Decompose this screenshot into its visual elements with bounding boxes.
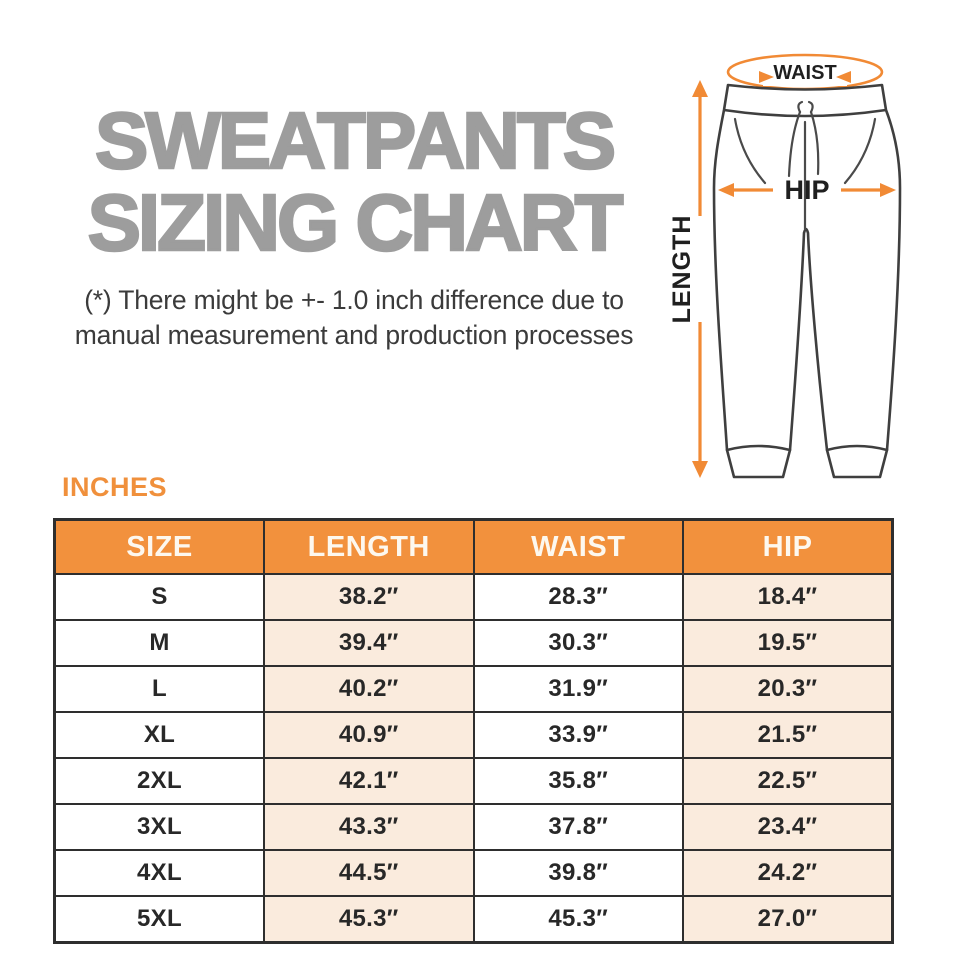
table-header-row: SIZE LENGTH WAIST HIP <box>53 518 894 575</box>
table-row: 3XL 43.3″ 37.8″ 23.4″ <box>53 803 894 851</box>
cell-size: XL <box>53 711 265 759</box>
cell-size: 3XL <box>53 803 265 851</box>
cell-length: 45.3″ <box>263 895 475 944</box>
table-row: XL 40.9″ 33.9″ 21.5″ <box>53 711 894 759</box>
drawstring-left <box>787 110 802 178</box>
cell-hip: 20.3″ <box>682 665 894 713</box>
sizing-table: SIZE LENGTH WAIST HIP S 38.2″ 28.3″ 18.4… <box>53 518 894 944</box>
sweatpants-measurement-diagram: WAIST HIP LENGTH <box>660 26 938 496</box>
cell-hip: 21.5″ <box>682 711 894 759</box>
table-row: 5XL 45.3″ 45.3″ 27.0″ <box>53 895 894 944</box>
cell-hip: 19.5″ <box>682 619 894 667</box>
units-label: INCHES <box>62 472 168 502</box>
cell-waist: 39.8″ <box>472 849 684 897</box>
cell-size: L <box>53 665 265 713</box>
table-row: M 39.4″ 30.3″ 19.5″ <box>53 619 894 667</box>
cell-length: 43.3″ <box>263 803 475 851</box>
cell-waist: 30.3″ <box>472 619 684 667</box>
hero-section: SWEATPANTS SIZING CHART (*) There might … <box>0 96 708 353</box>
table-row: 4XL 44.5″ 39.8″ 24.2″ <box>53 849 894 897</box>
header-size: SIZE <box>53 518 265 575</box>
cell-length: 40.9″ <box>263 711 475 759</box>
cell-length: 40.2″ <box>263 665 475 713</box>
cell-hip: 27.0″ <box>682 895 894 944</box>
cell-waist: 37.8″ <box>472 803 684 851</box>
waist-label: WAIST <box>773 62 836 84</box>
page-title: SWEATPANTS SIZING CHART <box>0 96 708 268</box>
hip-arrow <box>718 183 896 197</box>
length-label: LENGTH <box>668 215 696 324</box>
drawstring-right <box>809 110 820 176</box>
page-title-line1: SWEATPANTS <box>94 96 618 185</box>
cell-length: 44.5″ <box>263 849 475 897</box>
cell-waist: 45.3″ <box>472 895 684 944</box>
disclaimer-text: (*) There might be +- 1.0 inch differenc… <box>0 283 708 353</box>
disclaimer-line1: (*) There might be +- 1.0 inch differenc… <box>84 284 624 315</box>
header-length: LENGTH <box>263 518 475 575</box>
right-pocket-seam <box>843 117 877 185</box>
cell-hip: 22.5″ <box>682 757 894 805</box>
cell-hip: 24.2″ <box>682 849 894 897</box>
header-waist: WAIST <box>472 518 684 575</box>
cell-waist: 31.9″ <box>472 665 684 713</box>
header-hip: HIP <box>682 518 894 575</box>
drawstring-loop-left <box>797 100 804 114</box>
cell-size: 5XL <box>53 895 265 944</box>
cell-length: 38.2″ <box>263 573 475 621</box>
cell-hip: 23.4″ <box>682 803 894 851</box>
cell-size: S <box>53 573 265 621</box>
cell-waist: 28.3″ <box>472 573 684 621</box>
pants-details <box>733 100 877 231</box>
table-row: 2XL 42.1″ 35.8″ 22.5″ <box>53 757 894 805</box>
cell-size: 2XL <box>53 757 265 805</box>
cell-length: 39.4″ <box>263 619 475 667</box>
cell-hip: 18.4″ <box>682 573 894 621</box>
cell-length: 42.1″ <box>263 757 475 805</box>
sweatpants-diagram-svg: WAIST HIP LENGTH <box>668 53 902 479</box>
cell-waist: 33.9″ <box>472 711 684 759</box>
page-title-line2: SIZING CHART <box>86 178 624 268</box>
length-arrow <box>692 80 708 478</box>
table-row: L 40.2″ 31.9″ 20.3″ <box>53 665 894 713</box>
hip-label: HIP <box>784 175 829 205</box>
disclaimer-line2: manual measurement and production proces… <box>74 319 634 350</box>
table-row: S 38.2″ 28.3″ 18.4″ <box>53 573 894 621</box>
cell-waist: 35.8″ <box>472 757 684 805</box>
cell-size: 4XL <box>53 849 265 897</box>
cell-size: M <box>53 619 265 667</box>
left-pocket-seam <box>733 117 767 185</box>
drawstring-loop-right <box>807 100 814 114</box>
